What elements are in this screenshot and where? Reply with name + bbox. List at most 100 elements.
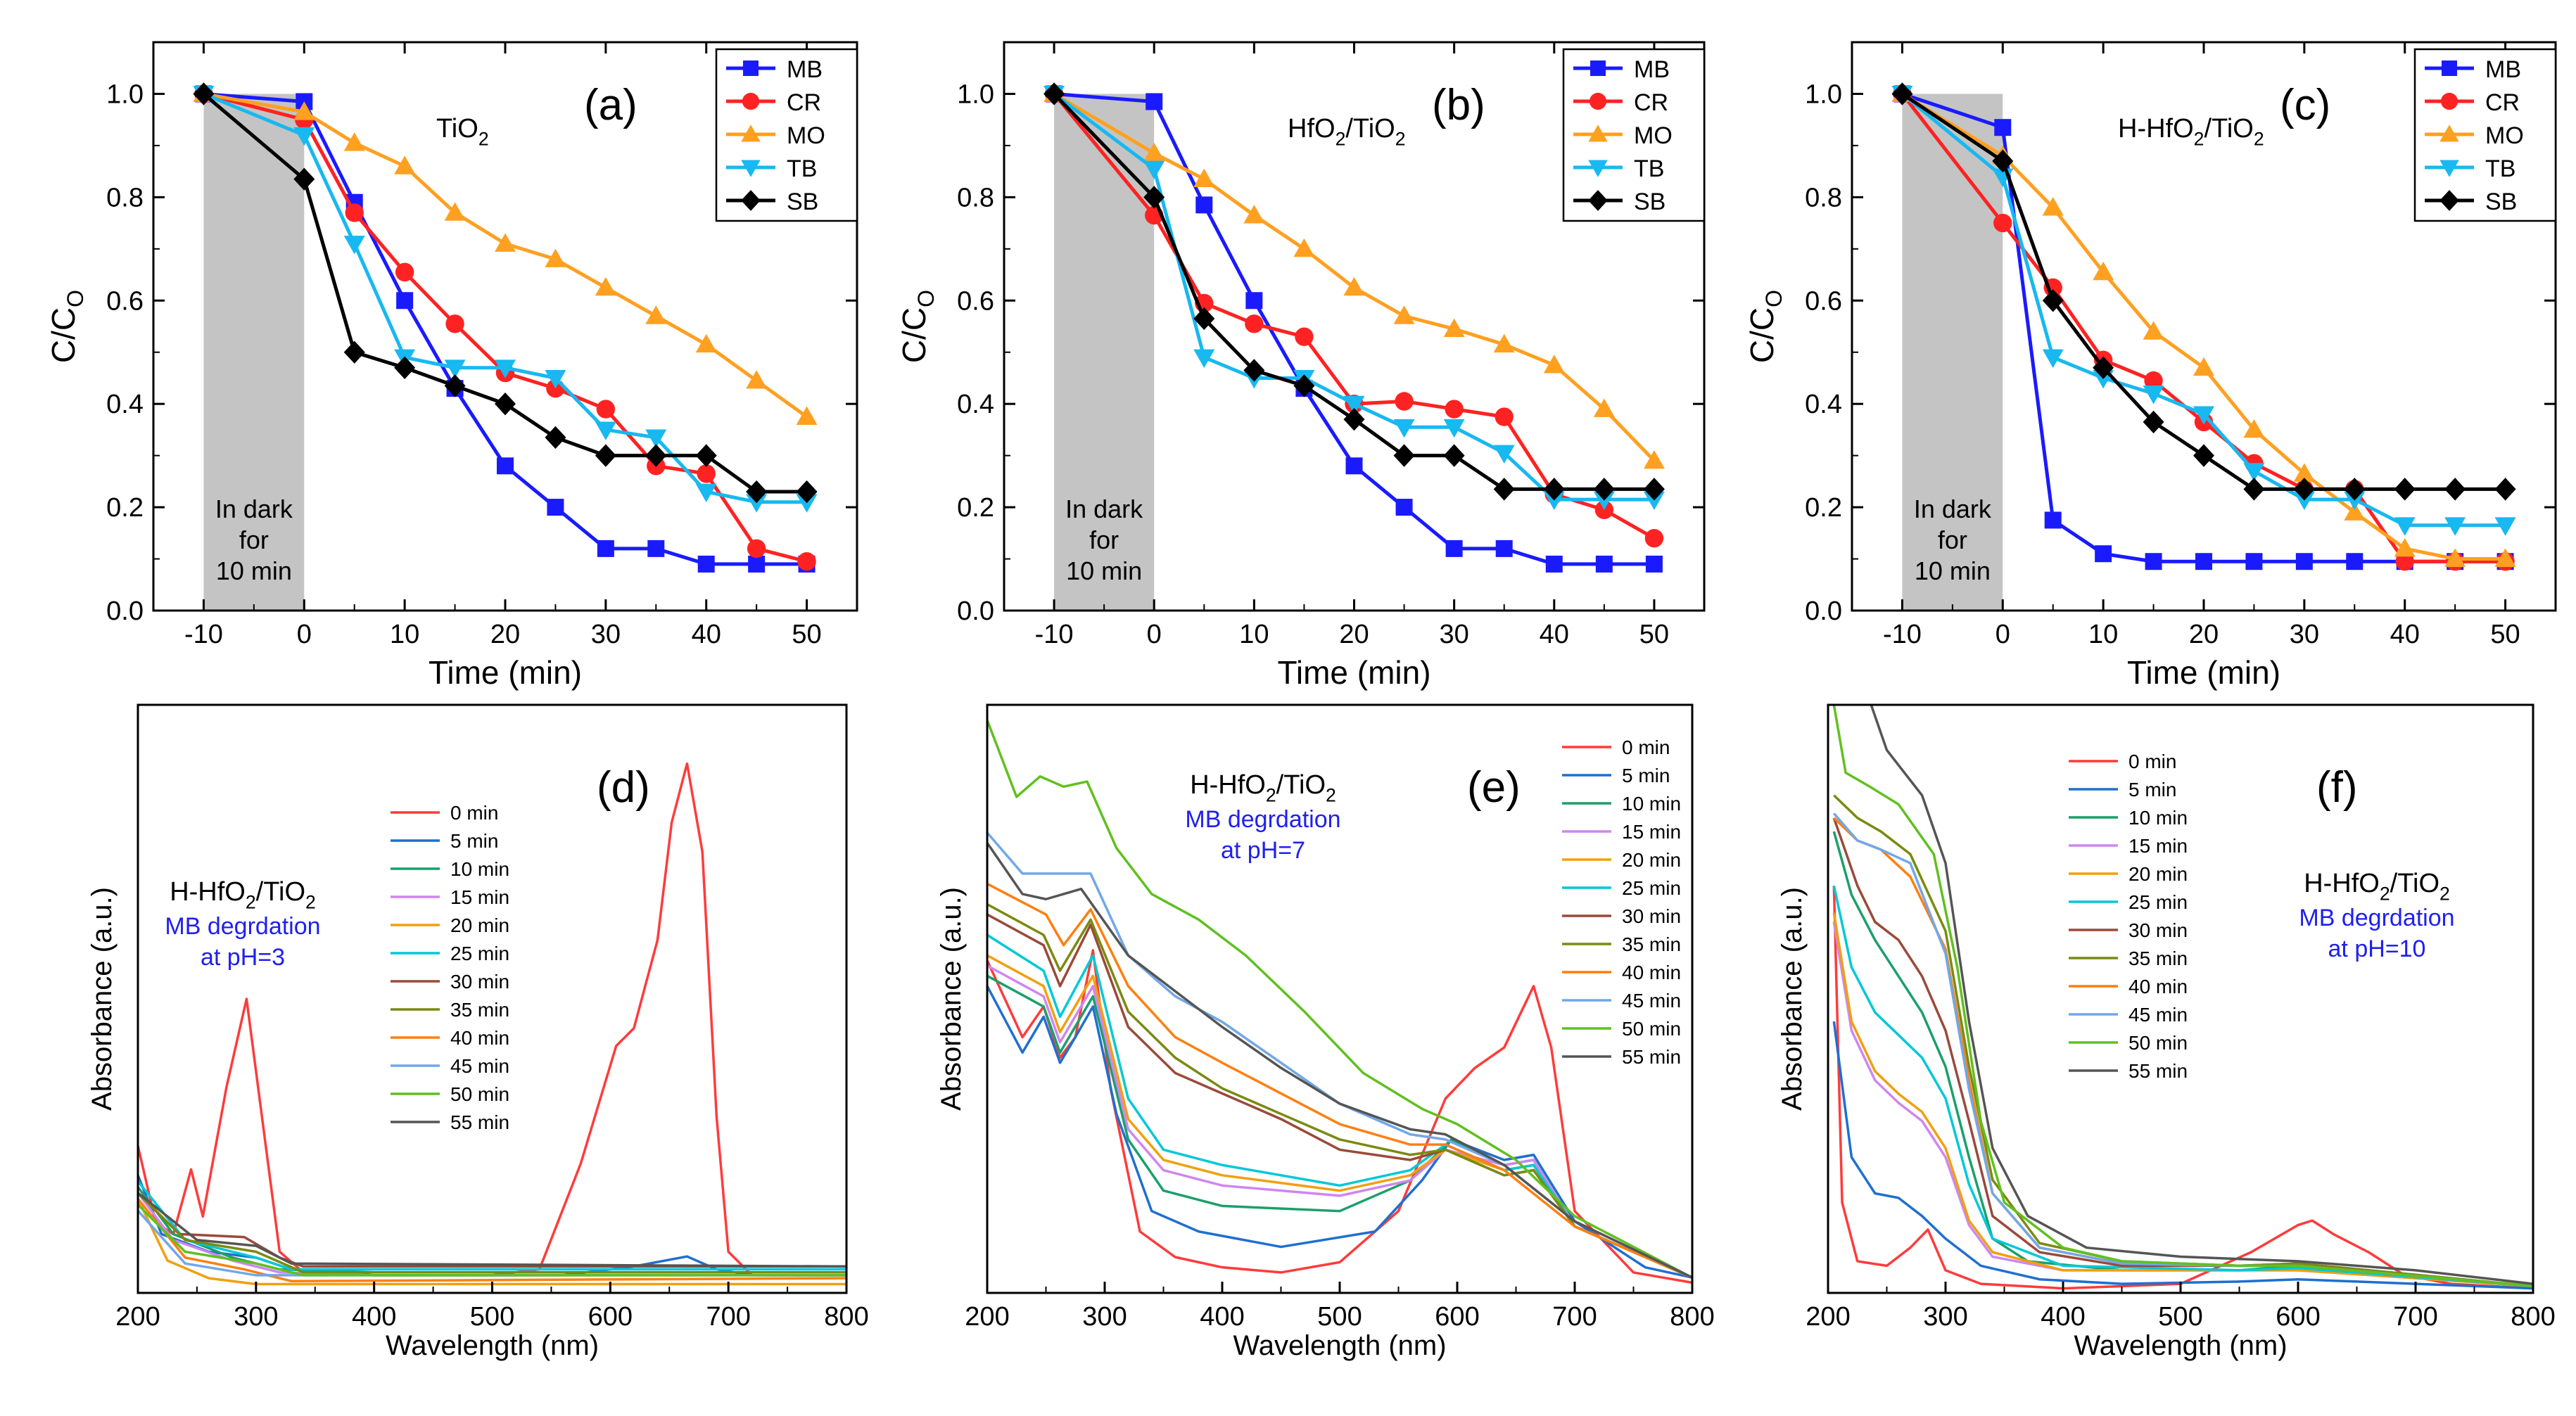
legend: 0 min 5 min 10 min 15 min 20 min 25 min 30 min… [391, 802, 509, 1133]
x-tick-label: 800 [824, 1302, 868, 1332]
x-tick-label: -10 [184, 620, 223, 649]
legend-marker-TB [741, 160, 761, 177]
series-TB [193, 86, 818, 513]
data-point-MO [796, 406, 818, 425]
y-tick-label: 0.0 [106, 597, 144, 626]
legend-label: 5 min [1622, 765, 1670, 786]
dark-region-label: In dark [215, 495, 293, 523]
x-tick-label: 0 [297, 620, 312, 649]
series-SB [1043, 82, 1665, 501]
x-tick-label: 40 [692, 620, 721, 649]
data-point-TB [2394, 517, 2416, 536]
panel-label: (d) [597, 763, 650, 812]
legend-label-SB: SB [787, 189, 818, 215]
material-label: HfO2/TiO2 [1288, 114, 1406, 149]
data-point-TB [2494, 517, 2516, 536]
x-tick-label: 10 [2088, 620, 2118, 649]
spectrum-line-55-min [138, 1192, 846, 1268]
legend-label: 55 min [2128, 1060, 2188, 1082]
legend-label: 10 min [1622, 793, 1681, 815]
x-tick-label: -10 [1883, 620, 1922, 649]
spectrum-line-25-min [138, 1180, 846, 1271]
annotation-title: H-HfO2/TiO2 [1190, 770, 1336, 805]
legend: MB CR MO TB SB [2413, 48, 2557, 222]
data-point-CR [1495, 407, 1514, 426]
spectrum-line-50-min [987, 720, 1692, 1279]
legend-label-MB: MB [2485, 56, 2521, 83]
spectrum-line-50-min [138, 1204, 846, 1277]
y-tick-label: 0.2 [957, 493, 994, 523]
data-point-CR [797, 552, 816, 571]
annotation-line2: at pH=10 [2328, 936, 2426, 962]
legend-marker-MO [2439, 125, 2459, 142]
x-tick-label: 300 [1923, 1302, 1967, 1332]
series-line-TB [1901, 92, 2506, 528]
x-axis-label: Time (min) [2127, 654, 2280, 691]
x-tick-label: 600 [1435, 1302, 1479, 1332]
data-point-MB [597, 540, 614, 557]
legend: MB CR MO TB SB [1562, 48, 1706, 222]
spectrum-line-55-min [987, 842, 1692, 1279]
data-point-SB [595, 444, 616, 467]
spectrum-line-0-min [987, 949, 1692, 1284]
annotation-title: H-HfO2/TiO2 [170, 877, 316, 912]
y-tick-label: 0.0 [957, 597, 994, 626]
chart-panel-f: 200 300 400 500 600 700 800 Wavelength (nm) Abso… [1777, 703, 2556, 1361]
data-point-SB [2193, 444, 2214, 467]
panel-label: (e) [1467, 763, 1521, 812]
x-tick-label: 500 [470, 1302, 514, 1332]
data-point-MB [396, 292, 414, 310]
legend-marker-MB [1590, 60, 1606, 76]
dark-region-label: for [239, 525, 269, 554]
dark-region-label: 10 min [1066, 556, 1142, 585]
data-point-MO [595, 276, 616, 296]
legend-label: 40 min [450, 1027, 509, 1049]
legend-label: 50 min [450, 1083, 509, 1105]
data-point-MO [1243, 205, 1265, 224]
annotation-line2: at pH=7 [1221, 837, 1305, 864]
data-point-MO [2042, 197, 2064, 216]
legend-marker-MO [741, 125, 761, 142]
legend-marker-TB [1588, 160, 1608, 177]
data-point-MO [1593, 398, 1615, 417]
y-tick-label: 0.0 [1805, 597, 1842, 626]
x-tick-label: 10 [390, 620, 419, 649]
x-axis-label: Wavelength (nm) [386, 1330, 599, 1361]
legend-label-MB: MB [787, 56, 823, 83]
spectrum-line-40-min [987, 882, 1692, 1279]
legend-label-CR: CR [2485, 89, 2520, 116]
data-point-CR [1993, 213, 2012, 233]
y-tick-label: 0.6 [957, 286, 994, 316]
data-point-MO [1643, 449, 1665, 469]
series-line-TB [1053, 92, 1654, 502]
data-point-MO [1493, 333, 1515, 353]
data-point-SB [545, 426, 566, 449]
x-tick-label: 40 [2390, 620, 2420, 649]
data-point-TB [645, 429, 667, 448]
panel-label: (a) [584, 81, 637, 129]
spectrum-line-5-min [987, 986, 1692, 1279]
legend-label: 55 min [450, 1111, 509, 1133]
data-point-SB [1891, 82, 1913, 106]
y-axis-label: C/CO [896, 290, 939, 363]
y-axis-label: Absorbance (a.u.) [87, 887, 118, 1111]
data-point-MO [1543, 355, 1565, 374]
y-tick-label: 0.6 [106, 286, 144, 316]
data-point-CR [445, 314, 464, 333]
spectrum-line-35-min [987, 902, 1692, 1279]
spectrum-line-40-min [138, 1198, 846, 1283]
data-point-SB [1043, 82, 1065, 106]
legend: MB CR MO TB SB [715, 48, 858, 222]
legend-marker-SB [1588, 190, 1608, 211]
x-tick-label: 500 [2158, 1302, 2202, 1332]
legend-label: 20 min [2128, 863, 2188, 885]
data-point-MB [497, 457, 514, 475]
data-point-SB [495, 392, 516, 416]
data-point-SB [2042, 289, 2064, 312]
data-point-MB [1245, 292, 1263, 310]
data-point-SB [193, 82, 215, 106]
x-tick-label: 600 [2276, 1302, 2320, 1332]
